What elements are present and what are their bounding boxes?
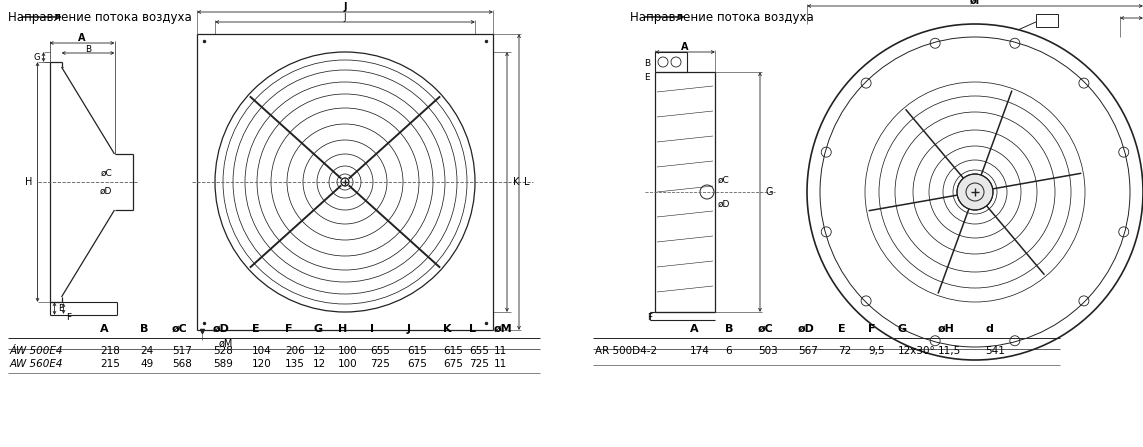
Text: 6: 6 [725, 346, 732, 356]
Text: Направление потока воздуха: Направление потока воздуха [630, 11, 814, 24]
Text: øH: øH [938, 324, 954, 334]
Text: J: J [344, 13, 346, 22]
Text: K: K [513, 177, 519, 187]
Text: F: F [285, 324, 293, 334]
Text: 725: 725 [370, 359, 390, 369]
Text: øM: øM [219, 339, 233, 349]
Text: ÁW 500E4: ÁW 500E4 [10, 346, 64, 356]
Text: 503: 503 [758, 346, 777, 356]
Text: E: E [645, 72, 650, 81]
Text: AW 560E4: AW 560E4 [10, 359, 64, 369]
Bar [1037, 14, 1058, 27]
Text: K: K [443, 324, 451, 334]
Text: 615: 615 [407, 346, 426, 356]
Text: øD: øD [213, 324, 230, 334]
Text: øM: øM [494, 324, 512, 334]
Text: 675: 675 [443, 359, 463, 369]
Text: G: G [898, 324, 908, 334]
Text: A: A [78, 33, 86, 43]
Text: 517: 517 [171, 346, 192, 356]
Text: 100: 100 [338, 346, 358, 356]
Text: G: G [313, 324, 322, 334]
Circle shape [957, 174, 993, 210]
Text: E: E [838, 324, 846, 334]
Text: 49: 49 [139, 359, 153, 369]
Text: 24: 24 [139, 346, 153, 356]
Text: 12: 12 [313, 359, 326, 369]
Text: E: E [58, 304, 64, 313]
Text: 100: 100 [338, 359, 358, 369]
Text: H: H [338, 324, 347, 334]
Text: 589: 589 [213, 359, 233, 369]
Text: F: F [647, 312, 652, 321]
Text: L: L [469, 324, 475, 334]
Text: 135: 135 [285, 359, 305, 369]
Text: G: G [765, 187, 773, 197]
Text: 12x30°: 12x30° [898, 346, 936, 356]
Text: H: H [25, 177, 32, 187]
Text: øC: øC [101, 169, 112, 177]
Text: A: A [99, 324, 109, 334]
Text: øI: øI [970, 0, 980, 6]
Text: 11: 11 [494, 346, 507, 356]
Text: A: A [681, 42, 689, 52]
Text: 72: 72 [838, 346, 852, 356]
Text: B: B [85, 45, 91, 54]
Text: 104: 104 [251, 346, 272, 356]
Text: 528: 528 [213, 346, 233, 356]
Text: J: J [343, 2, 346, 12]
Text: 9,5: 9,5 [868, 346, 885, 356]
Text: 541: 541 [985, 346, 1005, 356]
Text: J: J [407, 324, 411, 334]
Text: 206: 206 [285, 346, 305, 356]
Text: 11,5: 11,5 [938, 346, 961, 356]
Text: 655: 655 [370, 346, 390, 356]
Text: øD: øD [718, 199, 730, 208]
Text: 215: 215 [99, 359, 120, 369]
Text: Направление потока воздуха: Направление потока воздуха [8, 11, 192, 24]
Text: 675: 675 [407, 359, 426, 369]
Text: øC: øC [171, 324, 187, 334]
Text: øD: øD [798, 324, 815, 334]
Text: 12: 12 [313, 346, 326, 356]
Text: 567: 567 [798, 346, 818, 356]
Text: F: F [66, 313, 72, 322]
Text: 120: 120 [251, 359, 272, 369]
Text: 568: 568 [171, 359, 192, 369]
Text: øC: øC [758, 324, 774, 334]
Text: 615: 615 [443, 346, 463, 356]
Text: G: G [33, 52, 40, 62]
Text: B: B [644, 59, 650, 68]
Text: 174: 174 [690, 346, 710, 356]
Text: F: F [868, 324, 876, 334]
Text: øD: øD [101, 186, 112, 195]
Text: I: I [370, 324, 374, 334]
Text: 725: 725 [469, 359, 489, 369]
Text: AR 500D4-2: AR 500D4-2 [596, 346, 657, 356]
Text: A: A [690, 324, 698, 334]
Text: øC: øC [718, 176, 729, 185]
Text: B: B [725, 324, 734, 334]
Text: 11: 11 [494, 359, 507, 369]
Text: 218: 218 [99, 346, 120, 356]
Text: E: E [251, 324, 259, 334]
Text: 655: 655 [469, 346, 489, 356]
Text: B: B [139, 324, 149, 334]
Text: L: L [523, 177, 529, 187]
Text: d: d [985, 324, 993, 334]
